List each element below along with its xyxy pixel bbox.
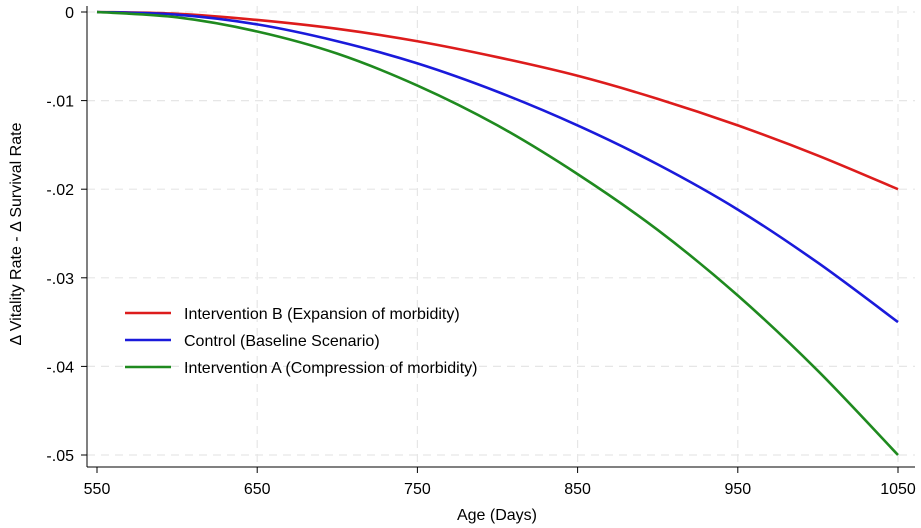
x-tick-label: 650 bbox=[244, 481, 271, 498]
legend-label: Intervention B (Expansion of morbidity) bbox=[184, 306, 460, 323]
x-tick-label: 750 bbox=[404, 481, 431, 498]
series-line-control bbox=[96, 10, 899, 324]
series-lines bbox=[96, 10, 899, 456]
legend-label: Control (Baseline Scenario) bbox=[184, 333, 380, 350]
series-line-intervention-a bbox=[96, 10, 899, 456]
axes bbox=[86, 6, 915, 468]
legend-item-control: Control (Baseline Scenario) bbox=[125, 333, 380, 350]
grid bbox=[87, 6, 915, 467]
y-tick-label: -.04 bbox=[46, 359, 74, 376]
legend-item-intervention-a: Intervention A (Compression of morbidity… bbox=[125, 360, 477, 377]
legend-label: Intervention A (Compression of morbidity… bbox=[184, 360, 477, 377]
y-tick-label: -.03 bbox=[46, 271, 74, 288]
y-tick-label: 0 bbox=[65, 5, 74, 22]
y-axis-ticks: 0 -.01 -.02 -.03 -.04 -.05 bbox=[46, 5, 87, 465]
series-line-intervention-b bbox=[96, 10, 899, 191]
y-tick-label: -.02 bbox=[46, 182, 74, 199]
legend-item-intervention-b: Intervention B (Expansion of morbidity) bbox=[125, 306, 460, 323]
x-tick-label: 1050 bbox=[880, 481, 916, 498]
x-tick-label: 950 bbox=[724, 481, 751, 498]
x-tick-label: 850 bbox=[564, 481, 591, 498]
y-tick-label: -.01 bbox=[46, 94, 74, 111]
y-tick-label: -.05 bbox=[46, 448, 74, 465]
x-axis-ticks: 550 650 750 850 950 1050 bbox=[84, 467, 916, 498]
x-axis-title: Age (Days) bbox=[457, 507, 537, 524]
y-axis-title: Δ Vitality Rate - Δ Survival Rate bbox=[8, 122, 25, 345]
x-tick-label: 550 bbox=[84, 481, 111, 498]
legend: Intervention B (Expansion of morbidity) C… bbox=[125, 306, 477, 377]
